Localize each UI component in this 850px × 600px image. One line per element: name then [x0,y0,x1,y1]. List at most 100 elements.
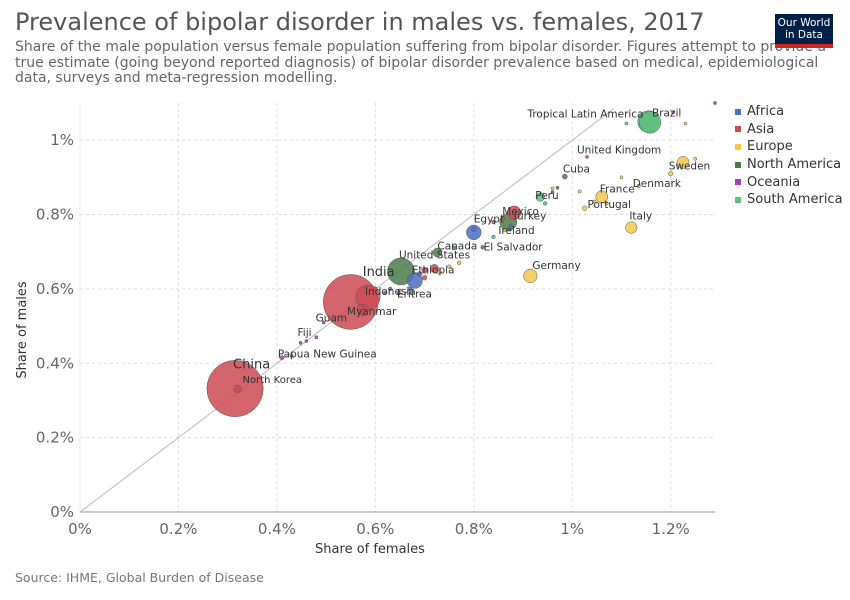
legend-label: South America [747,192,843,208]
label-germany: Germany [532,260,580,272]
point-turkey [507,205,522,220]
grid [79,103,715,513]
point [693,156,698,161]
point-germany [523,268,538,283]
point-egypt [466,224,482,241]
point-eritrea [397,291,401,296]
point-canada [432,247,443,258]
point [604,201,609,206]
point [543,201,548,206]
legend-item-south-america[interactable]: South America [735,191,843,209]
point [447,264,452,269]
legend-item-europe[interactable]: Europe [735,138,843,156]
legend-item-africa[interactable]: Africa [735,103,843,121]
legend-item-asia[interactable]: Asia [735,121,843,139]
point-ireland [502,228,507,233]
point [491,234,496,239]
point [388,286,393,291]
label-mexico: Mexico [502,206,539,218]
label-denmark: Denmark [633,178,682,190]
data-points [206,101,717,417]
label-tropical-latin-america: Tropical Latin America [526,109,643,121]
point [555,185,560,190]
point [314,335,319,340]
legend-swatch [735,179,741,186]
y-axis-label: Share of males [15,281,30,379]
point-italy [625,221,638,234]
legend-swatch [735,196,741,203]
owid-logo[interactable]: Our World in Data [775,14,833,48]
point [585,155,589,159]
legend-swatch [735,143,741,150]
x-tick-label: 0.6% [356,520,394,538]
logo-line-1: Our World [777,17,831,29]
legend-swatch [735,161,741,168]
point [592,199,597,204]
x-tick-label: 0.4% [258,520,296,538]
point [671,110,676,115]
label-france: France [600,184,635,196]
y-tick-label: 0% [50,503,74,521]
label-ethiopia: Ethiopia [412,265,455,277]
point [289,353,294,358]
point-papua-new-guinea [279,355,285,361]
label-ireland: Ireland [498,225,534,237]
legend-item-north-america[interactable]: North America [735,156,843,174]
label-el-salvador: El Salvador [484,241,544,253]
chart-subtitle: Share of the male population versus fema… [15,39,827,86]
point [577,189,582,194]
point [619,175,624,180]
label-china: China [233,358,270,373]
label-italy: Italy [629,211,652,223]
point [417,271,423,277]
x-axis-label: Share of females [315,542,425,557]
legend-item-oceania[interactable]: Oceania [735,173,843,191]
point [436,269,442,275]
y-tick-label: 0.2% [36,429,74,447]
legend-label: Africa [747,104,785,120]
point [372,286,378,292]
point-denmark [636,183,641,189]
legend-swatch [735,126,741,133]
x-tick-label: 0% [68,520,92,538]
point [550,190,555,195]
y-tick-label: 0.6% [36,280,74,298]
point-guam [321,320,326,325]
source-note: Source: IHME, Global Burden of Disease [15,570,264,585]
point-el-salvador [480,245,485,250]
legend: Africa Asia Europe North America Oceania Sout… [735,103,843,209]
point [471,226,477,233]
legend-swatch [735,108,741,115]
point-united-kingdom [676,156,690,169]
label-india: India [363,265,395,280]
point [383,290,388,295]
point-cuba [562,173,568,180]
point [508,223,513,228]
label-united-kingdom: United Kingdom [577,144,661,156]
point-fiji [298,340,303,345]
label-north-korea: North Korea [243,375,303,386]
label-guam: Guam [316,312,347,324]
point-portugal [581,205,588,211]
label-indonesia: Indonesia [365,286,416,298]
label-portugal: Portugal [588,199,632,211]
point [451,245,457,251]
label-eritrea: Eritrea [397,288,432,300]
label-sweden: Sweden [669,161,711,173]
point [501,216,506,221]
point [624,121,629,126]
legend-label: Europe [747,139,793,155]
point-france [595,190,609,203]
point-ethiopia [406,272,423,289]
point [407,286,413,292]
label-brazil: Brazil [652,107,681,119]
label-canada: Canada [437,240,477,252]
axes: 0% 0.2% 0.4% 0.6% 0.8% 1% 0% 0.2% 0.4% 0.6% 0.8% 1%… [36,103,715,538]
point [456,260,462,265]
label-cuba: Cuba [563,164,590,176]
point-peru [535,192,545,202]
point-labels: China North Korea India Indonesia MyanmarGua… [233,107,710,386]
y-tick-label: 0.8% [36,206,74,224]
x-tick-label: 0.8% [455,520,493,538]
